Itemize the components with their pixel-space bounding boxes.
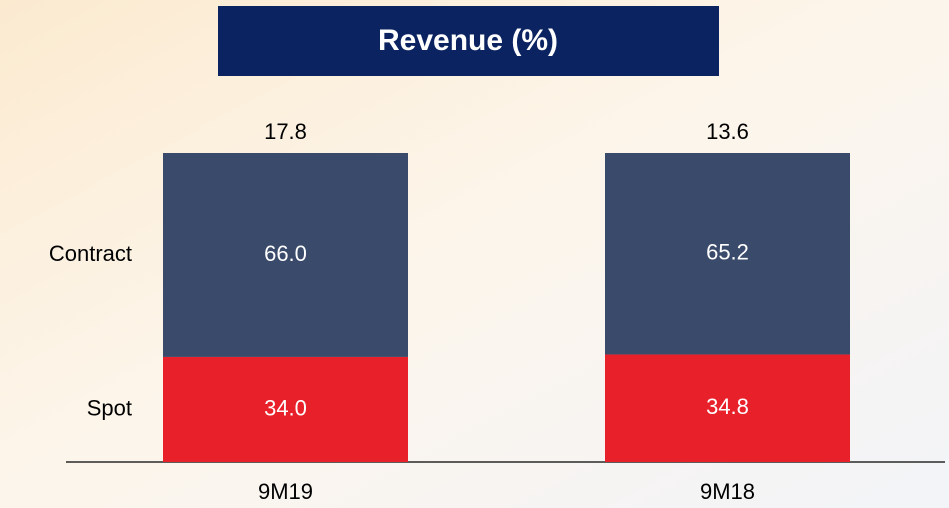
bar-segment: [605, 153, 850, 355]
bar-segment: [605, 354, 850, 462]
chart-title: Revenue (%): [378, 24, 558, 57]
value-label: 34.0: [264, 395, 307, 420]
top-label: 13.6: [706, 119, 749, 144]
bar-segment: [163, 153, 408, 357]
x-tick-label: 9M19: [258, 479, 313, 504]
value-label: 66.0: [264, 241, 307, 266]
top-label: 17.8: [264, 119, 307, 144]
value-label: 34.8: [706, 394, 749, 419]
value-label: 65.2: [706, 240, 749, 265]
bar-segment: [163, 356, 408, 462]
legend-label: Spot: [87, 395, 132, 420]
title-box: [218, 6, 719, 76]
legend-label: Contract: [49, 241, 132, 266]
x-tick-label: 9M18: [700, 479, 755, 504]
